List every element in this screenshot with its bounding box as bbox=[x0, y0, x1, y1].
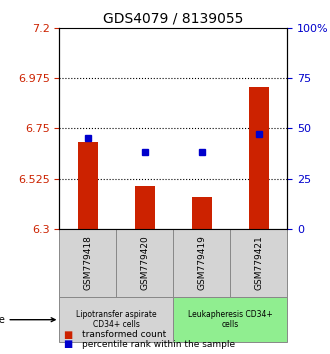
Text: ■: ■ bbox=[63, 330, 72, 339]
Text: Lipotransfer aspirate
CD34+ cells: Lipotransfer aspirate CD34+ cells bbox=[76, 310, 157, 330]
FancyBboxPatch shape bbox=[230, 229, 287, 297]
Text: percentile rank within the sample: percentile rank within the sample bbox=[82, 340, 236, 349]
FancyBboxPatch shape bbox=[173, 229, 230, 297]
Bar bbox=[249, 87, 269, 229]
Text: GSM779421: GSM779421 bbox=[254, 235, 263, 290]
Text: GSM779418: GSM779418 bbox=[83, 235, 92, 290]
Bar bbox=[192, 198, 212, 229]
Text: GSM779419: GSM779419 bbox=[197, 235, 206, 290]
FancyBboxPatch shape bbox=[59, 297, 173, 342]
FancyBboxPatch shape bbox=[173, 297, 287, 342]
Text: transformed count: transformed count bbox=[82, 330, 167, 339]
Text: ■: ■ bbox=[63, 339, 72, 349]
Text: GSM779420: GSM779420 bbox=[140, 235, 149, 290]
Bar bbox=[78, 142, 98, 229]
Text: Leukapheresis CD34+
cells: Leukapheresis CD34+ cells bbox=[188, 310, 273, 330]
FancyBboxPatch shape bbox=[59, 229, 116, 297]
FancyBboxPatch shape bbox=[116, 229, 173, 297]
Bar bbox=[135, 186, 155, 229]
Title: GDS4079 / 8139055: GDS4079 / 8139055 bbox=[103, 12, 244, 26]
Text: cell type: cell type bbox=[0, 315, 55, 325]
